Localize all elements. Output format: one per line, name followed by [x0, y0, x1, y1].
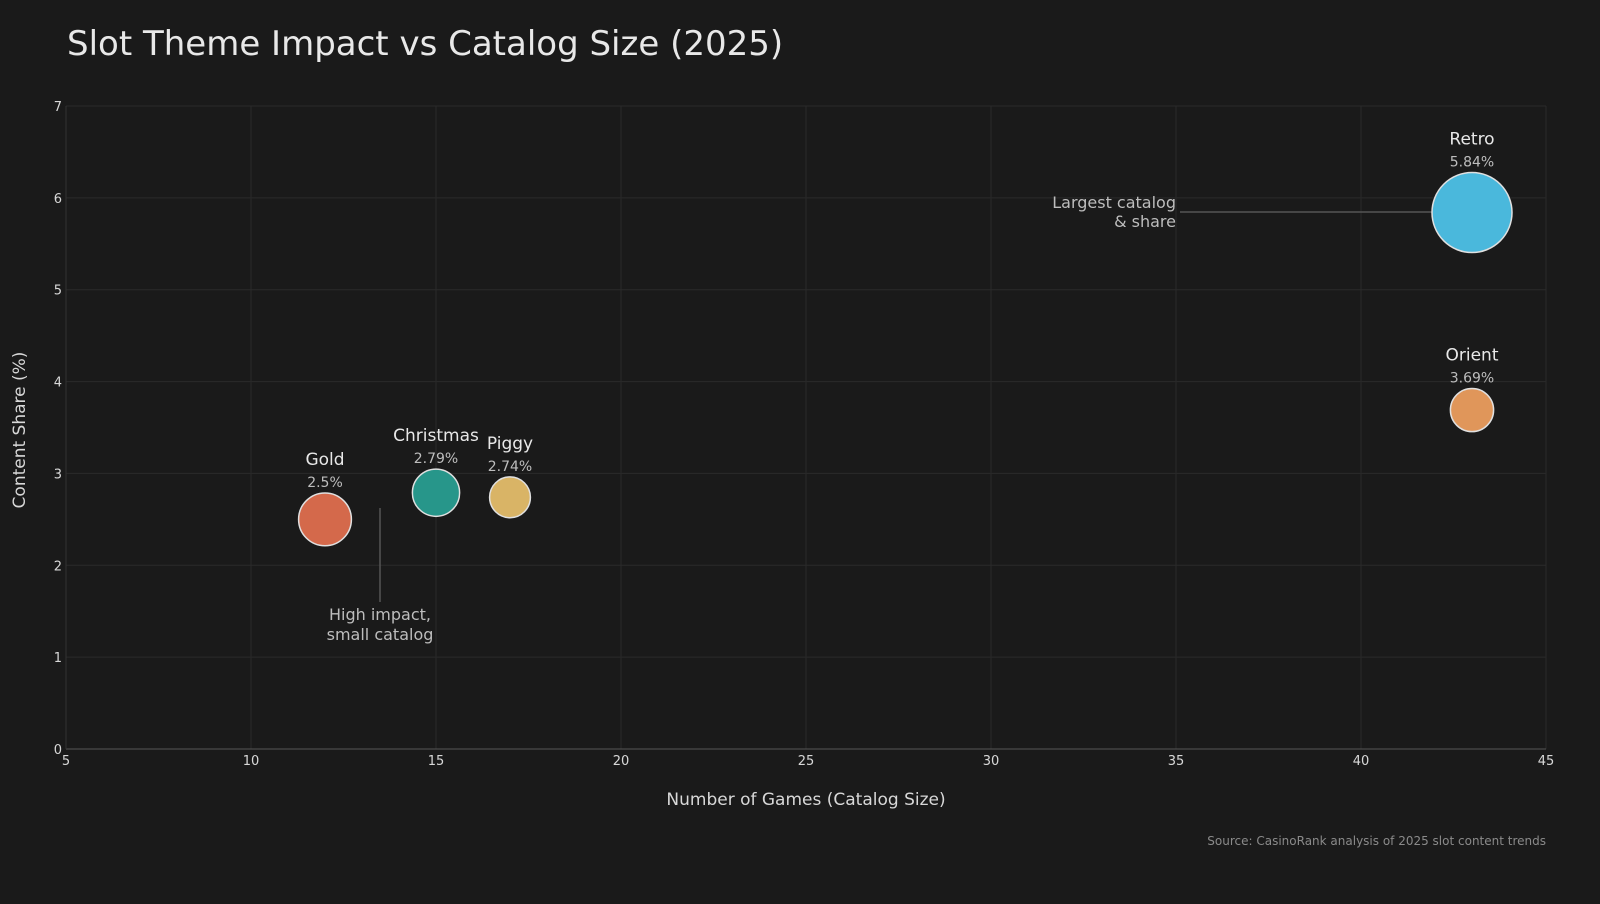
y-tick-label: 7	[54, 100, 62, 115]
bubble-christmas	[411, 468, 461, 518]
bubble-value-label: 2.5%	[307, 475, 343, 491]
y-tick-label: 0	[54, 743, 62, 758]
bubble-name-label: Retro	[1449, 130, 1494, 150]
y-tick-label: 3	[54, 467, 62, 482]
y-tick-label: 4	[54, 376, 62, 391]
y-tick-label: 5	[54, 284, 62, 299]
bubble-piggy	[488, 476, 532, 519]
bubble-gold	[297, 492, 353, 547]
annotation-text: & share	[1114, 212, 1176, 231]
x-tick-label: 10	[243, 754, 260, 769]
grid	[65, 105, 1547, 750]
annotation-text: Largest catalog	[1052, 193, 1176, 212]
bubble-value-label: 2.74%	[488, 459, 532, 475]
bubble-orient	[1449, 387, 1495, 433]
bubble-retro	[1431, 171, 1513, 254]
annotation-text: small catalog	[327, 625, 434, 644]
annotation-text: High impact,	[329, 605, 431, 624]
bubble-value-label: 3.69%	[1450, 370, 1494, 386]
x-tick-label: 20	[613, 754, 630, 769]
y-tick-label: 2	[54, 559, 62, 574]
x-tick-label: 30	[983, 754, 1000, 769]
bubble-value-label: 2.79%	[414, 451, 458, 467]
x-tick-label: 40	[1353, 754, 1370, 769]
x-tick-label: 45	[1538, 754, 1555, 769]
x-tick-label: 5	[62, 754, 70, 769]
bubble-value-label: 5.84%	[1450, 155, 1494, 171]
y-tick-label: 6	[54, 192, 62, 207]
source-note: Source: CasinoRank analysis of 2025 slot…	[1207, 834, 1546, 848]
bubble-name-label: Gold	[305, 450, 344, 470]
bubble-name-label: Christmas	[393, 426, 479, 446]
bubble-name-label: Orient	[1446, 345, 1499, 365]
x-tick-label: 35	[1168, 754, 1185, 769]
y-tick-label: 1	[54, 651, 62, 666]
x-axis-label: Number of Games (Catalog Size)	[666, 790, 945, 810]
x-tick-label: 15	[428, 754, 445, 769]
chart-title: Slot Theme Impact vs Catalog Size (2025)	[67, 24, 783, 64]
annotations: Largest catalog& share High impact,small …	[327, 193, 1470, 644]
x-tick-label: 25	[798, 754, 815, 769]
data-points: Gold 2.5% Christmas 2.79% Piggy 2.74% Orient 3.…	[297, 130, 1513, 547]
y-axis-label: Content Share (%)	[10, 352, 30, 509]
bubble-name-label: Piggy	[487, 434, 533, 454]
